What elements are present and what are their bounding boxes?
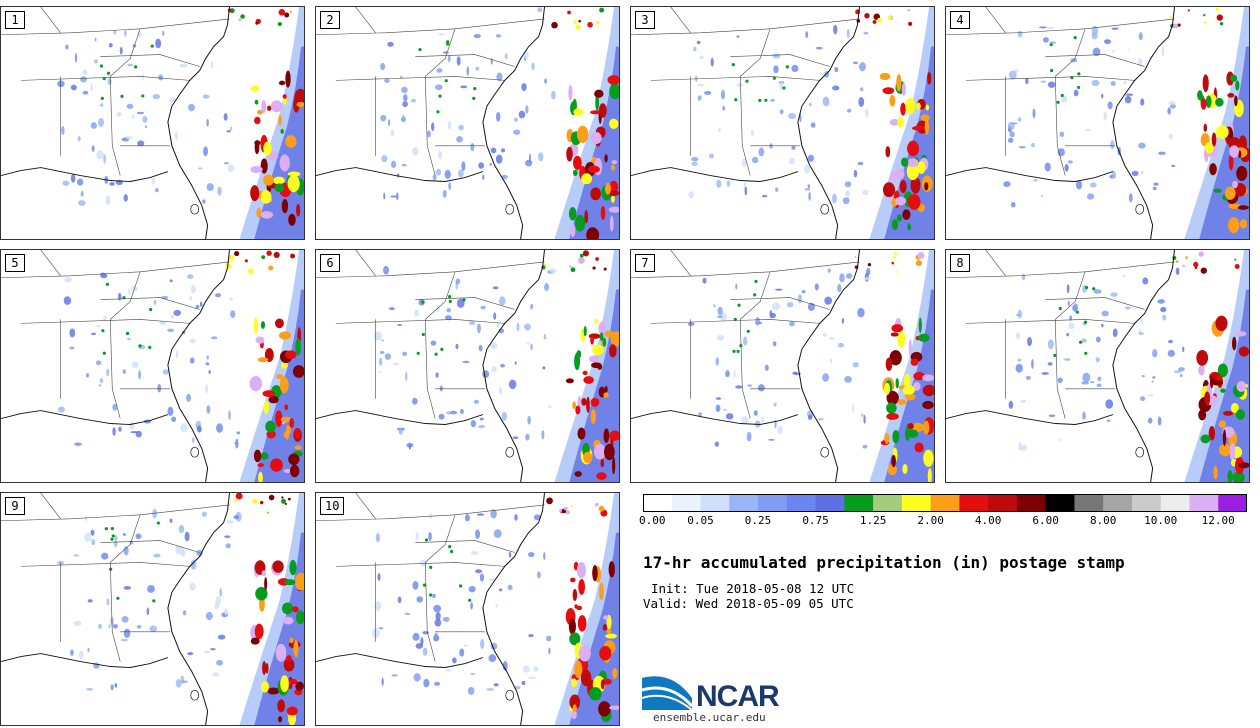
lake-okeechobee	[505, 446, 515, 458]
member-number: 8	[950, 254, 970, 272]
precipitation-map	[316, 250, 619, 482]
ensemble-member-panel: 1	[0, 6, 305, 240]
precipitation-map	[946, 7, 1249, 239]
precipitation-map	[1, 250, 304, 482]
colorbar-swatch	[1074, 494, 1104, 512]
precipitation-map	[1, 7, 304, 239]
colorbar-swatch	[786, 494, 817, 512]
member-number: 1	[5, 11, 25, 29]
ensemble-member-panel: 3	[630, 6, 935, 240]
lake-okeechobee	[820, 203, 830, 215]
colorbar-swatch	[988, 494, 1018, 512]
ncar-logo-text: NCAR	[696, 680, 780, 713]
ensemble-member-panel: 9	[0, 492, 305, 726]
colorbar-swatch	[844, 494, 874, 512]
lake-okeechobee	[1135, 203, 1145, 215]
colorbar-swatch	[815, 494, 845, 512]
colorbar-swatch	[1218, 494, 1247, 512]
colorbar-swatch	[901, 494, 932, 512]
init-time: Init: Tue 2018-05-08 12 UTC	[651, 581, 855, 596]
colorbar-swatch	[643, 494, 673, 512]
colorbar-swatch	[1045, 494, 1075, 512]
colorbar-swatch	[671, 494, 702, 512]
precipitation-map	[316, 493, 619, 725]
colorbar-swatch	[700, 494, 730, 512]
member-number: 7	[635, 254, 655, 272]
plot-title: 17-hr accumulated precipitation (in) pos…	[643, 553, 1125, 572]
lake-okeechobee	[820, 446, 830, 458]
colorbar-tick-label: 1.25	[859, 514, 887, 527]
colorbar-swatch	[930, 494, 960, 512]
lake-okeechobee	[190, 689, 200, 701]
lake-okeechobee	[1135, 446, 1145, 458]
precipitation-map	[316, 7, 619, 239]
ensemble-member-panel: 5	[0, 249, 305, 483]
colorbar-tick-label: 12.00	[1201, 514, 1235, 527]
ensemble-member-panel: 10	[315, 492, 620, 726]
precip-colorbar	[643, 494, 1247, 512]
colorbar-swatch	[1103, 494, 1133, 512]
ensemble-member-panel: 6	[315, 249, 620, 483]
colorbar-swatch	[729, 494, 759, 512]
ensemble-member-panel: 2	[315, 6, 620, 240]
ncar-logo	[642, 676, 694, 711]
colorbar-swatch	[1131, 494, 1162, 512]
precipitation-map	[946, 250, 1249, 482]
member-number: 3	[635, 11, 655, 29]
colorbar-tick-label: 0.75	[802, 514, 829, 527]
colorbar-tick-label: 2.00	[917, 514, 944, 527]
colorbar-swatch	[1189, 494, 1219, 512]
colorbar-swatch	[959, 494, 989, 512]
lake-okeechobee	[190, 446, 200, 458]
valid-time: Valid: Wed 2018-05-09 05 UTC	[643, 596, 854, 611]
member-number: 6	[320, 254, 340, 272]
ensemble-member-panel: 8	[945, 249, 1250, 483]
colorbar-tick-label: 0.05	[687, 514, 714, 527]
precipitation-map	[631, 7, 934, 239]
colorbar-tick-label: 8.00	[1089, 514, 1117, 527]
member-number: 9	[5, 497, 25, 515]
colorbar-tick-label: 0.25	[744, 514, 772, 527]
colorbar-tick-label: 6.00	[1032, 514, 1059, 527]
colorbar-swatch	[758, 494, 788, 512]
colorbar-swatch	[1160, 494, 1190, 512]
colorbar-tick-labels: 0.00 0.05 0.25 0.75 1.25 2.00 4.00 6.00 8.00 10.0…	[639, 514, 1247, 530]
member-number: 5	[5, 254, 25, 272]
colorbar-tick-label: 10.00	[1144, 514, 1178, 527]
lake-okeechobee	[505, 203, 515, 215]
precipitation-map	[1, 493, 304, 725]
colorbar-swatch	[1016, 494, 1047, 512]
lake-okeechobee	[190, 203, 200, 215]
colorbar-swatch	[873, 494, 903, 512]
member-number: 10	[320, 497, 345, 515]
precipitation-map	[631, 250, 934, 482]
lake-okeechobee	[505, 689, 515, 701]
colorbar-tick-label: 4.00	[974, 514, 1002, 527]
member-number: 2	[320, 11, 340, 29]
ensemble-member-panel: 7	[630, 249, 935, 483]
ensemble-member-panel: 4	[945, 6, 1250, 240]
colorbar-tick-label: 0.00	[639, 514, 666, 527]
member-number: 4	[950, 11, 970, 29]
ensemble-url: ensemble.ucar.edu	[653, 711, 766, 724]
